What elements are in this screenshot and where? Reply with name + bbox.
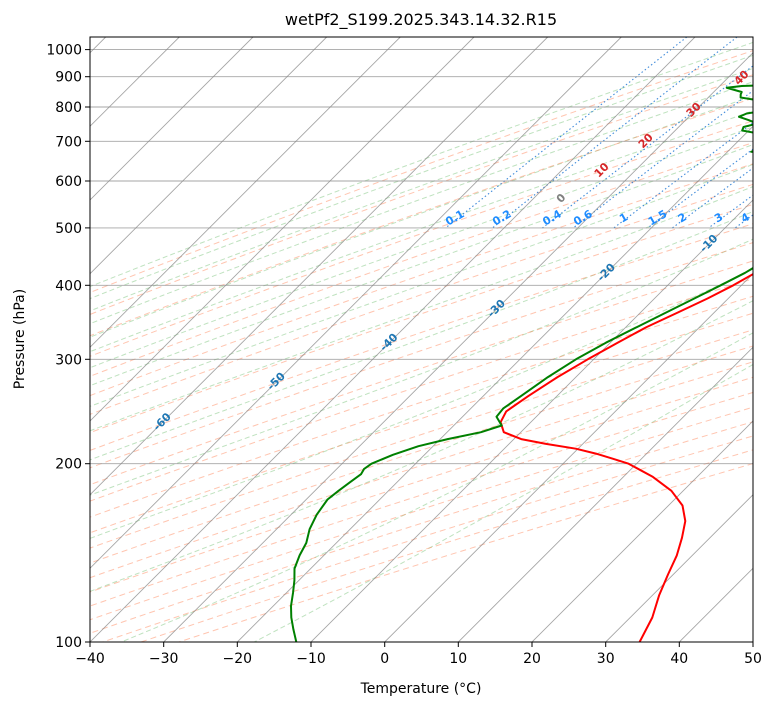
isotherm-line bbox=[90, 37, 696, 642]
dry-adiabat bbox=[90, 223, 753, 451]
y-tick-label: 200 bbox=[55, 457, 82, 473]
isotherm-line bbox=[90, 37, 401, 348]
isotherm-line bbox=[90, 37, 328, 275]
isotherm-line bbox=[310, 199, 753, 642]
mixing-ratio-line bbox=[542, 65, 753, 229]
x-tick-label: 50 bbox=[744, 651, 762, 667]
isotherm-line bbox=[605, 494, 753, 642]
isotherm-line bbox=[531, 420, 753, 642]
mixing-ratio-line bbox=[734, 214, 753, 229]
mixing-ratio-label: 0.6 bbox=[571, 207, 595, 228]
isotherm-line bbox=[457, 346, 753, 642]
series-line bbox=[290, 84, 753, 642]
moist-adiabat bbox=[90, 186, 753, 432]
mixing-ratio-label: 0.2 bbox=[490, 207, 513, 228]
y-tick-label: 900 bbox=[55, 70, 82, 86]
mixing-ratio-label: 0.4 bbox=[540, 207, 564, 228]
y-tick-label: 300 bbox=[55, 352, 82, 368]
x-tick-label: 20 bbox=[523, 651, 541, 667]
dry-adiabat bbox=[90, 97, 753, 337]
isotherm-line bbox=[90, 37, 549, 496]
y-tick-label: 1000 bbox=[46, 43, 82, 59]
isotherm-line bbox=[236, 125, 753, 642]
dry-adiabat bbox=[90, 163, 753, 397]
x-axis-label: Temperature (°C) bbox=[360, 681, 482, 697]
moist-adiabat bbox=[90, 67, 753, 312]
y-tick-label: 700 bbox=[55, 134, 82, 150]
moist-adiabat bbox=[121, 332, 753, 642]
moist-adiabat bbox=[90, 110, 753, 353]
moist-adiabat bbox=[90, 81, 753, 325]
isotherm-label: -40 bbox=[377, 330, 400, 353]
isotherm-line bbox=[163, 52, 753, 642]
dry-adiabat bbox=[90, 329, 753, 549]
x-tick-label: 30 bbox=[597, 651, 615, 667]
profile-series bbox=[290, 84, 753, 642]
isotherm-label: -70 bbox=[30, 457, 53, 480]
moist-adiabat bbox=[90, 268, 753, 539]
moist-adiabat bbox=[90, 144, 753, 387]
dry-adiabat bbox=[90, 50, 753, 294]
dry-adiabat bbox=[90, 242, 753, 469]
y-axis: 1000 900 800 700 600 500 400 300 200 100 bbox=[46, 43, 90, 651]
isotherm-label: -50 bbox=[265, 369, 288, 392]
mixing-ratio-label: 1.5 bbox=[646, 207, 669, 228]
x-tick-label: −20 bbox=[223, 651, 253, 667]
x-tick-label: 40 bbox=[670, 651, 688, 667]
dry-adiabat bbox=[90, 120, 753, 357]
mixing-ratio-line bbox=[672, 167, 753, 229]
plot-frame bbox=[89, 36, 754, 643]
x-tick-label: 0 bbox=[380, 651, 389, 667]
isotherm-line bbox=[90, 37, 254, 201]
isotherm-line bbox=[90, 37, 622, 569]
mixing-ratio-label: 1 bbox=[617, 210, 630, 225]
plot-background-lines bbox=[90, 37, 753, 642]
dry-adiabat bbox=[90, 74, 753, 316]
moist-adiabat bbox=[90, 300, 753, 592]
y-tick-label: 400 bbox=[55, 278, 82, 294]
wetbulb-label: 10 bbox=[592, 160, 612, 180]
y-tick-label: 800 bbox=[55, 100, 82, 116]
mixing-ratio-line bbox=[492, 37, 738, 229]
dry-adiabat bbox=[90, 183, 753, 415]
wetbulb-label: 20 bbox=[636, 131, 656, 151]
moist-adiabat bbox=[90, 41, 753, 288]
dry-adiabat bbox=[90, 142, 753, 377]
dry-adiabat bbox=[90, 361, 753, 579]
mixing-ratio-line bbox=[572, 90, 753, 229]
dry-adiabat bbox=[102, 435, 753, 642]
y-tick-label: 500 bbox=[55, 221, 82, 237]
mixing-ratio-label: 3 bbox=[712, 210, 725, 225]
dry-adiabat bbox=[90, 376, 753, 593]
dry-adiabat bbox=[90, 312, 753, 534]
y-axis-label: Pressure (hPa) bbox=[12, 289, 28, 389]
chart-title: wetPf2_S199.2025.343.14.32.R15 bbox=[285, 10, 557, 30]
x-tick-label: −30 bbox=[149, 651, 179, 667]
x-tick-label: −40 bbox=[75, 651, 105, 667]
series-line bbox=[499, 273, 753, 642]
isotherm-line bbox=[384, 273, 753, 642]
x-tick-label: −10 bbox=[296, 651, 326, 667]
isotherm-line bbox=[90, 37, 475, 422]
isotherm-label: -30 bbox=[485, 297, 508, 320]
x-axis: −40 −30 −20 −10 0 10 20 30 40 50 bbox=[75, 642, 762, 667]
y-tick-label: 600 bbox=[55, 174, 82, 190]
dry-adiabat bbox=[178, 463, 753, 642]
y-tick-label: 100 bbox=[55, 635, 82, 651]
mixing-ratio-label: 0.1 bbox=[443, 207, 466, 228]
moist-adiabat bbox=[254, 363, 753, 642]
wetbulb-label: 30 bbox=[684, 100, 704, 120]
dry-adiabat bbox=[90, 278, 753, 502]
isotherm-line bbox=[678, 567, 753, 642]
isotherm-line bbox=[752, 641, 753, 642]
x-tick-label: 10 bbox=[449, 651, 467, 667]
